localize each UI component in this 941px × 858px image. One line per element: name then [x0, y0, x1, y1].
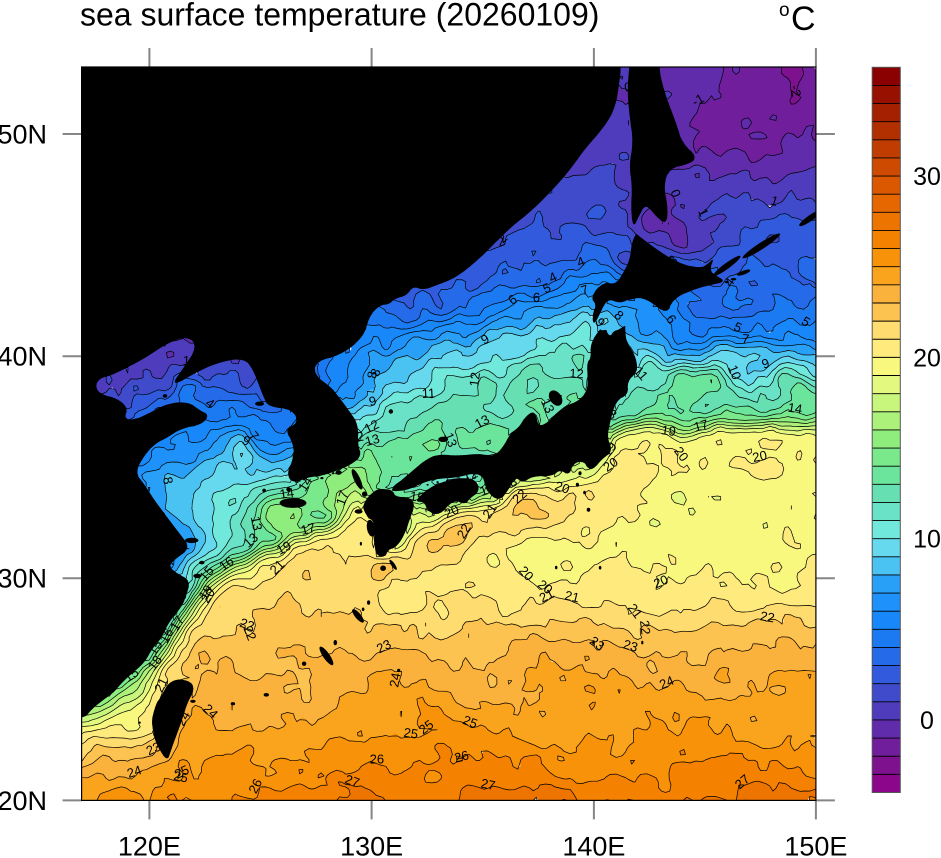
svg-text:21: 21 [537, 586, 557, 606]
svg-text:C: C [791, 0, 816, 38]
svg-text:25: 25 [403, 725, 419, 742]
svg-text:21: 21 [625, 601, 646, 622]
svg-text:20N: 20N [0, 786, 47, 816]
svg-text:19: 19 [660, 422, 676, 439]
svg-text:140E: 140E [562, 832, 625, 858]
svg-text:23: 23 [374, 636, 394, 656]
svg-text:8: 8 [367, 366, 384, 378]
svg-text:13: 13 [363, 431, 381, 449]
svg-text:24: 24 [386, 671, 403, 688]
svg-text:16: 16 [216, 553, 236, 574]
svg-text:27: 27 [343, 771, 362, 790]
svg-text:24: 24 [657, 673, 676, 692]
svg-text:30N: 30N [0, 564, 47, 594]
svg-text:12: 12 [569, 366, 584, 382]
svg-text:9: 9 [367, 393, 377, 409]
svg-text:50N: 50N [0, 120, 47, 150]
svg-text:23: 23 [622, 636, 640, 654]
svg-text:7: 7 [579, 282, 591, 299]
svg-text:7: 7 [741, 331, 750, 347]
svg-text:19: 19 [195, 582, 216, 602]
svg-text:17: 17 [333, 489, 352, 508]
svg-text:9: 9 [760, 355, 772, 372]
svg-text:6: 6 [533, 290, 541, 305]
svg-text:22: 22 [238, 615, 257, 634]
svg-text:20: 20 [600, 454, 620, 475]
svg-text:20: 20 [671, 444, 692, 465]
svg-text:26: 26 [453, 747, 471, 765]
svg-text:17: 17 [692, 416, 710, 434]
svg-text:130E: 130E [340, 832, 403, 858]
svg-text:17: 17 [299, 520, 316, 538]
svg-text:22: 22 [637, 619, 653, 635]
svg-text:40N: 40N [0, 342, 47, 372]
svg-text:12: 12 [362, 416, 382, 436]
svg-text:21: 21 [479, 501, 500, 521]
svg-text:19: 19 [274, 538, 294, 558]
svg-text:22: 22 [759, 608, 776, 625]
svg-text:30: 30 [913, 163, 941, 191]
svg-text:26: 26 [370, 752, 384, 767]
svg-text:27: 27 [480, 776, 497, 794]
svg-text:22: 22 [454, 521, 474, 541]
svg-text:8: 8 [364, 370, 380, 379]
svg-text:26: 26 [245, 776, 265, 796]
svg-text:0: 0 [920, 707, 934, 735]
svg-text:12: 12 [466, 371, 483, 387]
svg-text:150E: 150E [784, 832, 847, 858]
svg-text:2: 2 [495, 233, 507, 250]
svg-text:13: 13 [472, 412, 492, 432]
svg-text:20: 20 [553, 478, 572, 497]
svg-text:-2: -2 [787, 84, 804, 98]
svg-text:20: 20 [913, 344, 941, 372]
svg-text:11: 11 [421, 385, 435, 401]
svg-text:10: 10 [913, 526, 941, 554]
svg-text:1: 1 [769, 193, 781, 210]
svg-text:22: 22 [240, 623, 259, 642]
svg-text:25: 25 [172, 762, 192, 782]
svg-text:13: 13 [441, 430, 460, 449]
svg-text:24: 24 [125, 762, 143, 781]
svg-text:sea surface temperature (20260: sea surface temperature (20260109) [80, 0, 599, 33]
svg-text:13: 13 [248, 515, 265, 532]
svg-text:23: 23 [587, 633, 608, 654]
svg-text:25: 25 [172, 768, 189, 786]
svg-text:18: 18 [144, 652, 165, 673]
svg-text:10: 10 [725, 363, 744, 382]
svg-text:20: 20 [651, 572, 670, 592]
svg-text:120E: 120E [118, 832, 181, 858]
svg-text:21: 21 [563, 588, 580, 606]
svg-text:1: 1 [182, 353, 190, 368]
svg-text:14: 14 [787, 400, 804, 417]
svg-text:20: 20 [751, 447, 768, 465]
svg-text:25: 25 [416, 717, 437, 738]
svg-text:8: 8 [160, 475, 176, 485]
svg-text:25: 25 [461, 712, 480, 731]
svg-text:14: 14 [279, 485, 295, 502]
svg-text:o: o [779, 0, 790, 21]
svg-text:20: 20 [198, 585, 218, 605]
